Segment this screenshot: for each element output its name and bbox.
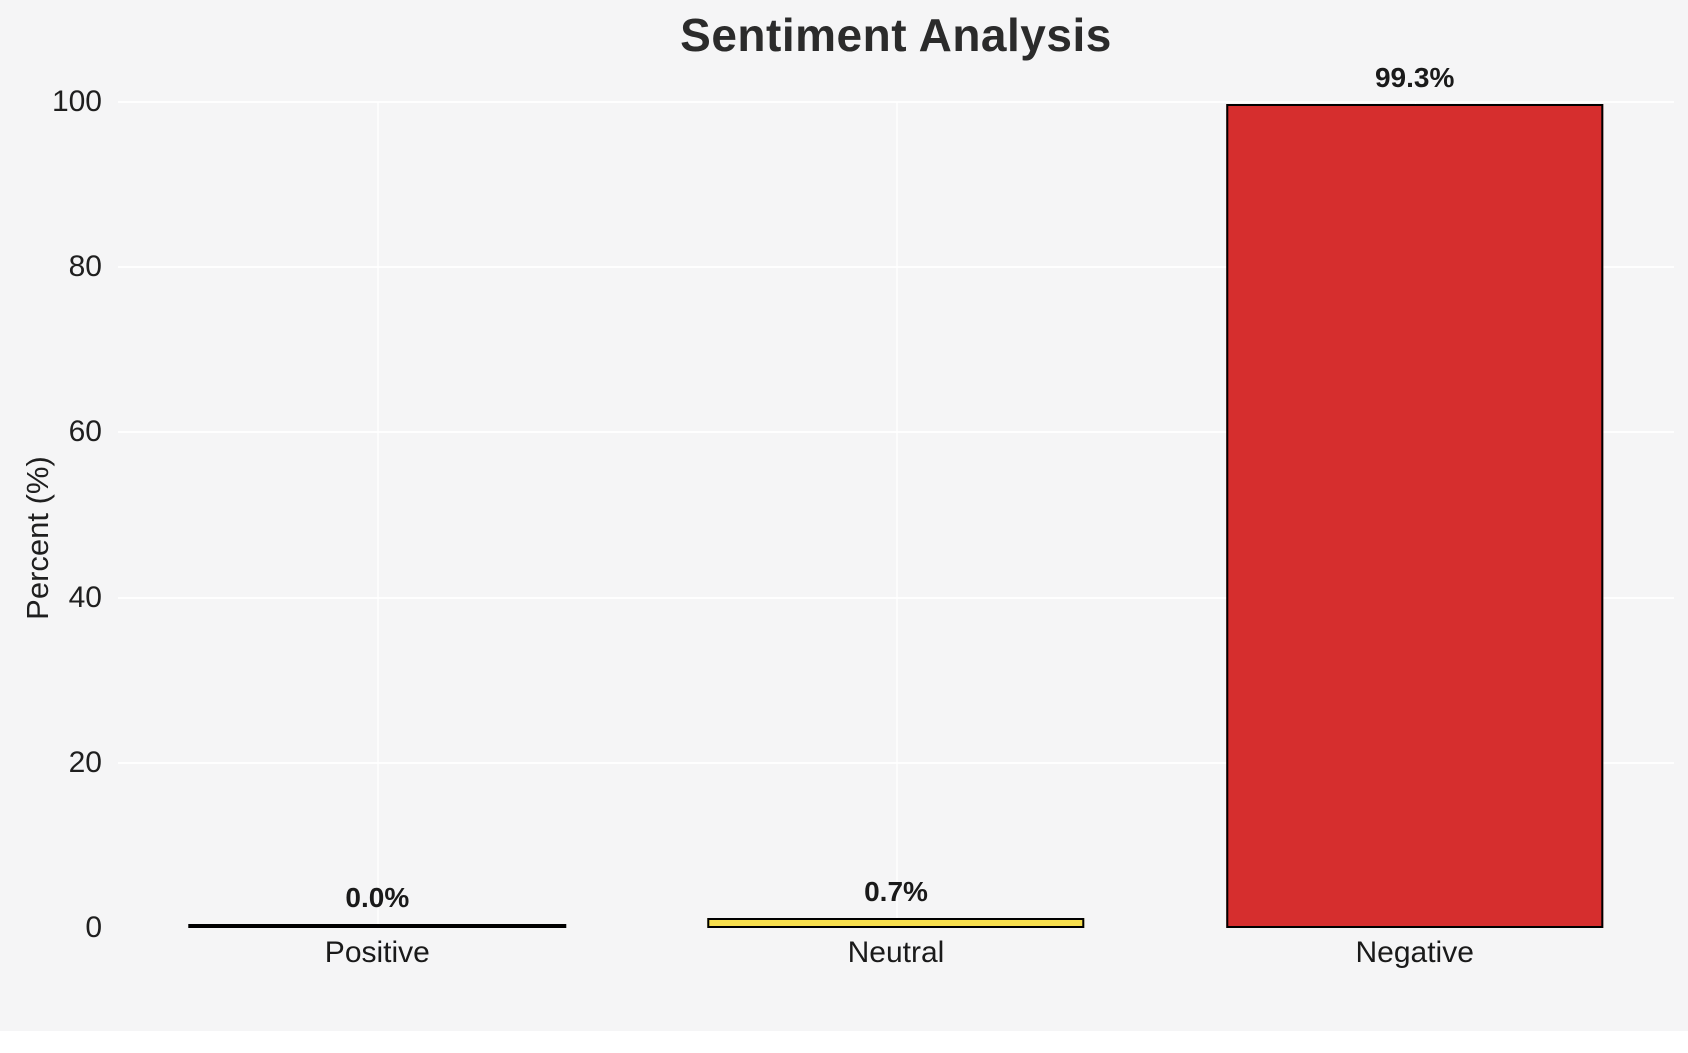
y-tick-label: 20 <box>68 745 102 779</box>
bar-positive <box>188 924 567 928</box>
x-tick-label-negative: Negative <box>1355 936 1474 969</box>
gridline-vertical <box>896 102 898 928</box>
plot-area: 0 20 40 60 80 100 0.0% Positive 0.7% Neutral 99.3%… <box>52 62 1674 969</box>
value-label-positive: 0.0% <box>345 882 410 913</box>
sentiment-bar-chart: Sentiment Analysis Percent (%) 0 20 40 60 80… <box>20 9 1674 969</box>
bars-container: 0.0% Positive 0.7% Neutral 99.3% Negative <box>118 62 1674 969</box>
x-tick-label-positive: Positive <box>324 936 430 969</box>
y-tick-label: 60 <box>68 415 102 449</box>
y-tick-label: 100 <box>51 85 102 118</box>
value-label-negative: 99.3% <box>1374 61 1455 93</box>
y-axis-label: Percent (%) <box>20 456 55 620</box>
y-tick-label: 0 <box>85 911 102 944</box>
y-tick-label: 80 <box>68 250 102 284</box>
value-label-neutral: 0.7% <box>864 876 928 908</box>
bar-negative <box>1225 103 1604 928</box>
category-slot-positive: 0.0% Positive <box>118 102 637 969</box>
category-slot-negative: 99.3% Negative <box>1155 62 1674 969</box>
bar-neutral <box>707 918 1085 928</box>
gridline-vertical <box>377 102 379 928</box>
y-tick-label: 40 <box>68 580 102 614</box>
category-slot-neutral: 0.7% Neutral <box>637 102 1156 969</box>
x-tick-label-neutral: Neutral <box>847 936 945 969</box>
chart-title: Sentiment Analysis <box>680 9 1112 61</box>
